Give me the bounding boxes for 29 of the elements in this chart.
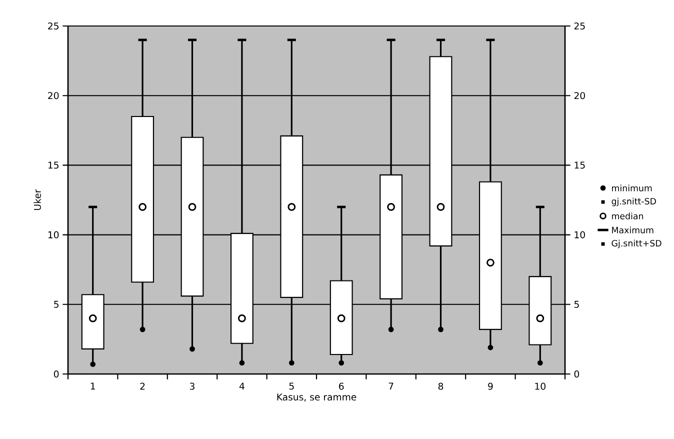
text: median (612, 212, 644, 220)
y-tick-label: 10 (48, 231, 59, 238)
x-tick-label: 7 (388, 382, 394, 390)
y2-tick-label: 0 (574, 370, 580, 378)
y2-tick-label: 25 (574, 22, 585, 30)
y-tick-label: 5 (54, 300, 58, 308)
text: gj.snitt-SD (612, 198, 656, 206)
x-tick-label: 5 (289, 382, 294, 390)
y2-tick-label: 5 (574, 300, 579, 308)
y-axis-title: Uker (34, 189, 41, 210)
x-tick-label: 4 (239, 382, 244, 390)
x-tick-label: 2 (140, 382, 145, 390)
y-tick-label: 15 (48, 162, 58, 169)
x-tick-label: 9 (488, 382, 493, 390)
text: Gj.snitt+SD (612, 240, 662, 248)
y-tick-label: 20 (48, 92, 59, 100)
x-axis-title: Kasus, se ramme (277, 394, 356, 402)
x-tick-label: 6 (339, 382, 344, 390)
text: Maximum (612, 226, 654, 234)
y2-tick-label: 20 (574, 92, 585, 100)
y-tick-label: 0 (54, 370, 59, 378)
x-tick-label: 3 (190, 382, 194, 390)
x-tick-label: 8 (438, 382, 444, 390)
x-tick-label: 1 (90, 382, 95, 390)
y2-tick-label: 10 (574, 231, 585, 238)
x-tick-label: 10 (535, 382, 546, 390)
text: minimum (612, 184, 652, 192)
y2-tick-label: 15 (574, 162, 585, 169)
y-tick-label: 25 (48, 22, 58, 30)
